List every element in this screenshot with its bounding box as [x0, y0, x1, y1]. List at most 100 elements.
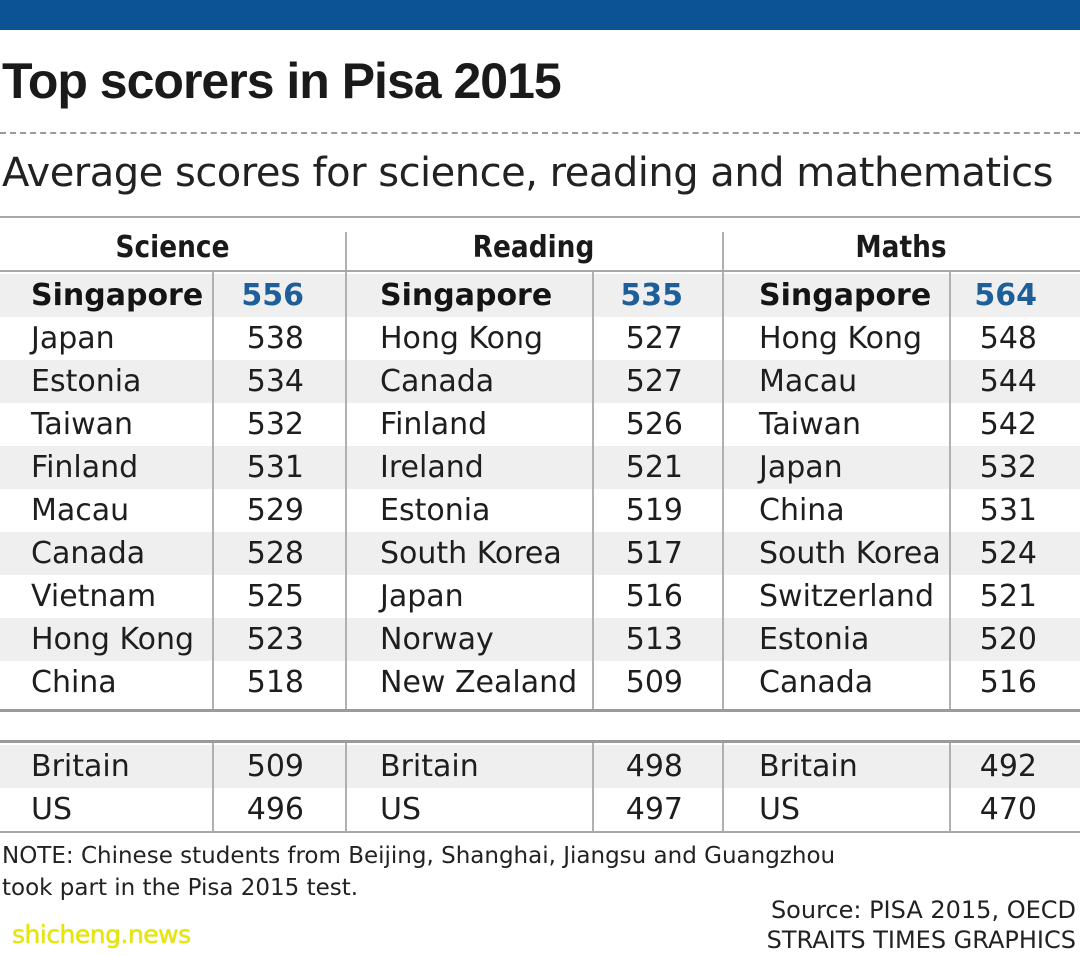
score-divider	[592, 743, 594, 831]
country-label: New Zealand	[380, 665, 578, 700]
score-value: 526	[625, 407, 683, 442]
score-value: 525	[246, 579, 304, 614]
table-bottom-rule	[0, 831, 1080, 833]
section-rule	[0, 740, 1080, 743]
row-band	[0, 360, 1080, 403]
section-divider	[345, 272, 347, 709]
country-label: Ireland	[380, 450, 484, 485]
score-value: 538	[246, 321, 304, 356]
row-band	[0, 618, 1080, 661]
country-label: Singapore	[759, 278, 932, 313]
country-label: Taiwan	[759, 407, 862, 442]
section-divider	[722, 743, 724, 831]
score-divider	[592, 272, 594, 709]
score-value: 498	[625, 749, 683, 784]
country-label: Norway	[380, 622, 494, 657]
score-value: 535	[620, 278, 683, 313]
country-label: Hong Kong	[380, 321, 544, 356]
footnote: NOTE: Chinese students from Beijing, Sha…	[2, 843, 836, 901]
score-value: 527	[625, 321, 683, 356]
score-value: 524	[979, 536, 1037, 571]
score-value: 544	[979, 364, 1037, 399]
country-label: US	[31, 792, 73, 827]
score-value: 523	[246, 622, 304, 657]
score-value: 528	[246, 536, 304, 571]
country-label: Estonia	[759, 622, 870, 657]
country-label: Hong Kong	[31, 622, 195, 657]
score-divider	[949, 272, 951, 709]
section-divider	[345, 743, 347, 831]
score-value: 531	[979, 493, 1037, 528]
country-label: Japan	[31, 321, 115, 356]
country-label: Estonia	[380, 493, 491, 528]
score-value: 527	[625, 364, 683, 399]
section-rule	[0, 709, 1080, 712]
score-value: 513	[625, 622, 683, 657]
country-label: South Korea	[380, 536, 562, 571]
score-value: 529	[246, 493, 304, 528]
country-label: US	[380, 792, 422, 827]
score-value: 519	[625, 493, 683, 528]
score-value: 531	[246, 450, 304, 485]
row-band	[0, 274, 1080, 317]
row-band	[0, 745, 1080, 788]
score-value: 497	[625, 792, 683, 827]
section-divider	[722, 272, 724, 709]
chart-subtitle: Average scores for science, reading and …	[2, 150, 1054, 196]
score-value: 532	[979, 450, 1037, 485]
country-label: Macau	[31, 493, 130, 528]
column-header-maths: Maths	[855, 230, 947, 265]
header-rule	[0, 270, 1080, 272]
header-divider	[345, 232, 347, 270]
chart-title: Top scorers in Pisa 2015	[2, 53, 562, 109]
score-value: 509	[625, 665, 683, 700]
country-label: Singapore	[380, 278, 553, 313]
score-value: 521	[625, 450, 683, 485]
country-label: Japan	[380, 579, 464, 614]
score-value: 520	[979, 622, 1037, 657]
score-value: 470	[979, 792, 1037, 827]
country-label: Britain	[759, 749, 858, 784]
score-value: 532	[246, 407, 304, 442]
score-value: 492	[979, 749, 1037, 784]
score-divider	[212, 743, 214, 831]
score-value: 548	[979, 321, 1037, 356]
dashed-divider	[0, 132, 1080, 134]
score-value: 516	[979, 665, 1037, 700]
score-divider	[212, 272, 214, 709]
graphics-credit: STRAITS TIMES GRAPHICS	[766, 926, 1076, 954]
column-header-science: Science	[115, 230, 230, 265]
country-label: Britain	[31, 749, 130, 784]
score-value: 564	[974, 278, 1037, 313]
country-label: China	[31, 665, 117, 700]
score-divider	[949, 743, 951, 831]
country-label: Macau	[759, 364, 858, 399]
table-top-rule	[0, 216, 1080, 218]
score-value: 509	[246, 749, 304, 784]
country-label: Vietnam	[31, 579, 157, 614]
score-value: 496	[246, 792, 304, 827]
score-value: 518	[246, 665, 304, 700]
top-color-bar	[0, 0, 1080, 30]
country-label: China	[759, 493, 845, 528]
site-watermark: shicheng.news	[12, 920, 191, 949]
score-value: 521	[979, 579, 1037, 614]
source-credit: Source: PISA 2015, OECD	[770, 896, 1076, 924]
column-header-reading: Reading	[472, 230, 595, 265]
header-divider	[722, 232, 724, 270]
country-label: Finland	[31, 450, 139, 485]
country-label: South Korea	[759, 536, 941, 571]
country-label: Finland	[380, 407, 488, 442]
country-label: Switzerland	[759, 579, 934, 614]
country-label: US	[759, 792, 801, 827]
country-label: Canada	[759, 665, 874, 700]
score-value: 516	[625, 579, 683, 614]
country-label: Britain	[380, 749, 479, 784]
country-label: Canada	[31, 536, 146, 571]
score-value: 542	[979, 407, 1037, 442]
country-label: Hong Kong	[759, 321, 923, 356]
country-label: Singapore	[31, 278, 204, 313]
country-label: Taiwan	[31, 407, 134, 442]
score-value: 517	[625, 536, 683, 571]
score-value: 556	[241, 278, 304, 313]
